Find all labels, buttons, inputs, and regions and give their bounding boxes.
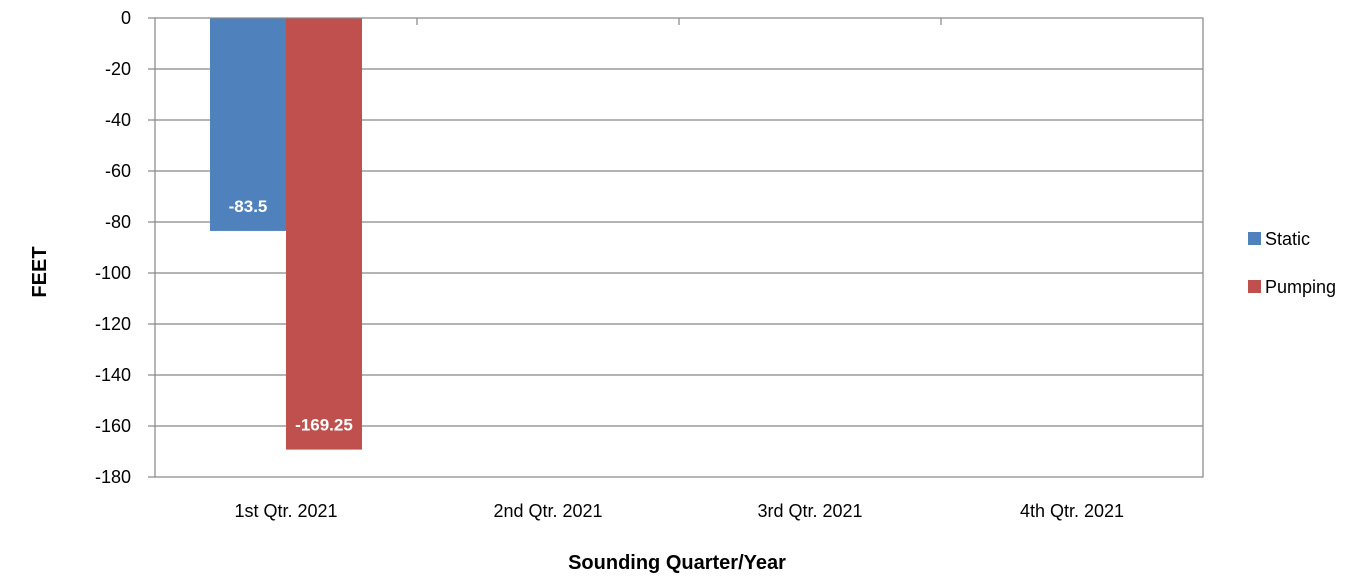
x-tick-label: 1st Qtr. 2021 [234, 501, 337, 521]
y-tick-label: -80 [105, 212, 131, 232]
data-label-pumping: -169.25 [295, 416, 353, 435]
y-tick-label: -160 [95, 416, 131, 436]
x-tick-label: 4th Qtr. 2021 [1020, 501, 1124, 521]
legend-label-pumping: Pumping [1265, 277, 1336, 297]
data-labels: -83.5 -169.25 [229, 197, 353, 435]
y-tick-label: -120 [95, 314, 131, 334]
bar-static [210, 18, 286, 231]
y-tick-label: -20 [105, 59, 131, 79]
y-tick-label: -180 [95, 467, 131, 487]
x-axis-ticks: 1st Qtr. 2021 2nd Qtr. 2021 3rd Qtr. 2021 4… [234, 18, 1124, 521]
x-tick-label: 3rd Qtr. 2021 [757, 501, 862, 521]
bar-pumping [286, 18, 362, 450]
y-tick-label: -140 [95, 365, 131, 385]
x-tick-label: 2nd Qtr. 2021 [493, 501, 602, 521]
y-axis-title: FEET [29, 246, 51, 297]
data-label-static: -83.5 [229, 197, 268, 216]
y-tick-label: -60 [105, 161, 131, 181]
legend: Static Pumping [1248, 229, 1336, 297]
legend-swatch-pumping [1248, 280, 1261, 293]
x-axis-title: Sounding Quarter/Year [568, 552, 786, 574]
legend-swatch-static [1248, 232, 1261, 245]
y-axis-ticks: 0 -20 -40 -60 -80 -100 -120 -140 -160 -180 [95, 8, 155, 487]
y-tick-label: -100 [95, 263, 131, 283]
y-tick-label: 0 [121, 8, 131, 28]
bars [210, 18, 362, 450]
legend-label-static: Static [1265, 229, 1310, 249]
y-tick-label: -40 [105, 110, 131, 130]
